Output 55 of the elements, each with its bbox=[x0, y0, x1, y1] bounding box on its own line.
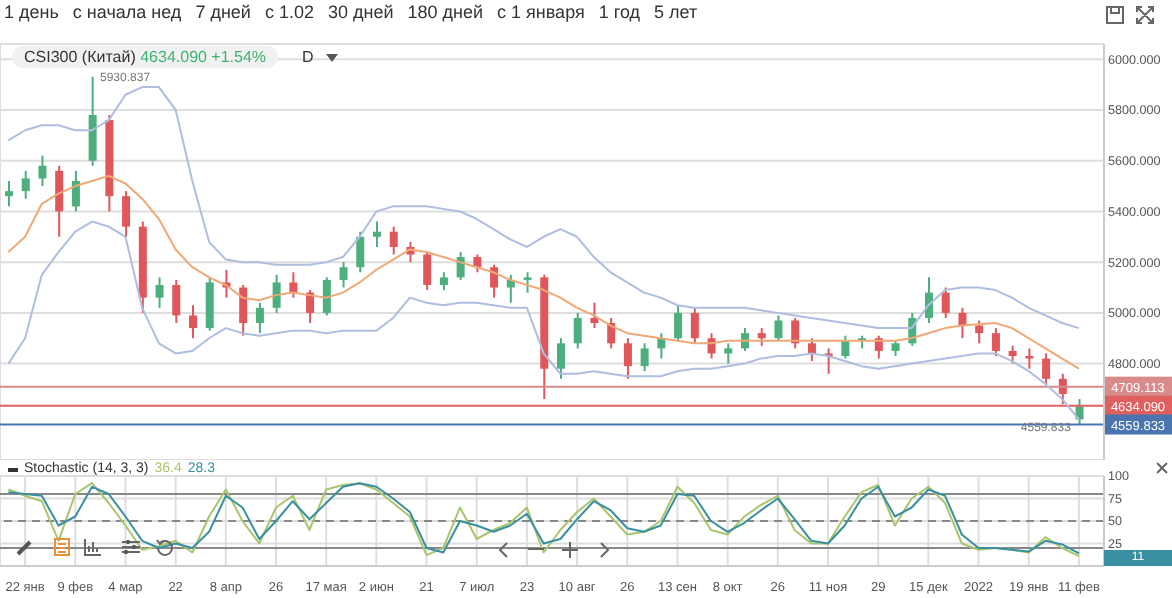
candlestick bbox=[975, 319, 984, 345]
candlestick bbox=[189, 304, 197, 340]
candlestick bbox=[490, 263, 499, 299]
candlestick bbox=[623, 337, 632, 380]
annotation: D bbox=[302, 48, 314, 66]
candlestick bbox=[523, 271, 532, 294]
text: 180 дней bbox=[407, 2, 484, 22]
candlestick bbox=[5, 179, 13, 208]
candlestick bbox=[339, 261, 348, 289]
candlestick bbox=[205, 276, 214, 332]
candlestick bbox=[674, 304, 683, 342]
candlestick bbox=[941, 286, 950, 319]
chart-title: CSI300 (Китай) bbox=[24, 48, 136, 66]
candlestick bbox=[774, 314, 783, 342]
candlestick bbox=[255, 301, 264, 335]
candlestick bbox=[724, 342, 733, 365]
text: 1 год bbox=[598, 2, 641, 22]
candlestick bbox=[958, 306, 967, 340]
candlestick bbox=[239, 283, 248, 337]
candlestick bbox=[356, 230, 365, 274]
candlestick bbox=[322, 276, 331, 317]
text: 5 лет bbox=[654, 2, 698, 22]
chart-subtitle: 4634.090 +1.54% bbox=[140, 48, 267, 66]
candlestick bbox=[21, 169, 30, 200]
candlestick bbox=[690, 306, 699, 345]
candlestick bbox=[557, 337, 565, 380]
candlestick bbox=[155, 276, 164, 309]
candlestick bbox=[824, 347, 833, 375]
candlestick bbox=[389, 225, 398, 256]
text: 30 дней bbox=[327, 2, 394, 22]
text: с 1.02 bbox=[264, 2, 314, 22]
candlestick bbox=[38, 154, 47, 188]
candlestick bbox=[289, 271, 298, 299]
candlestick bbox=[640, 342, 649, 373]
candlestick bbox=[573, 311, 582, 350]
candlestick bbox=[1025, 347, 1034, 370]
text: с начала нед bbox=[72, 2, 182, 22]
candlestick bbox=[841, 334, 850, 360]
candlestick bbox=[791, 316, 800, 350]
candlestick bbox=[88, 75, 97, 167]
candlestick bbox=[506, 273, 515, 304]
candlestick bbox=[55, 164, 64, 238]
text: с 1 января bbox=[497, 2, 585, 22]
candlestick bbox=[71, 169, 80, 213]
candlestick bbox=[991, 327, 1000, 357]
candlestick bbox=[1042, 352, 1051, 385]
text: 7 дней bbox=[195, 2, 251, 22]
candlestick bbox=[807, 337, 816, 363]
candlestick bbox=[272, 273, 281, 314]
candlestick bbox=[122, 190, 131, 238]
candlestick bbox=[172, 278, 181, 325]
text: 1 день bbox=[4, 2, 59, 22]
candlestick bbox=[423, 251, 432, 292]
candlestick bbox=[373, 220, 381, 248]
candlestick bbox=[590, 301, 599, 330]
